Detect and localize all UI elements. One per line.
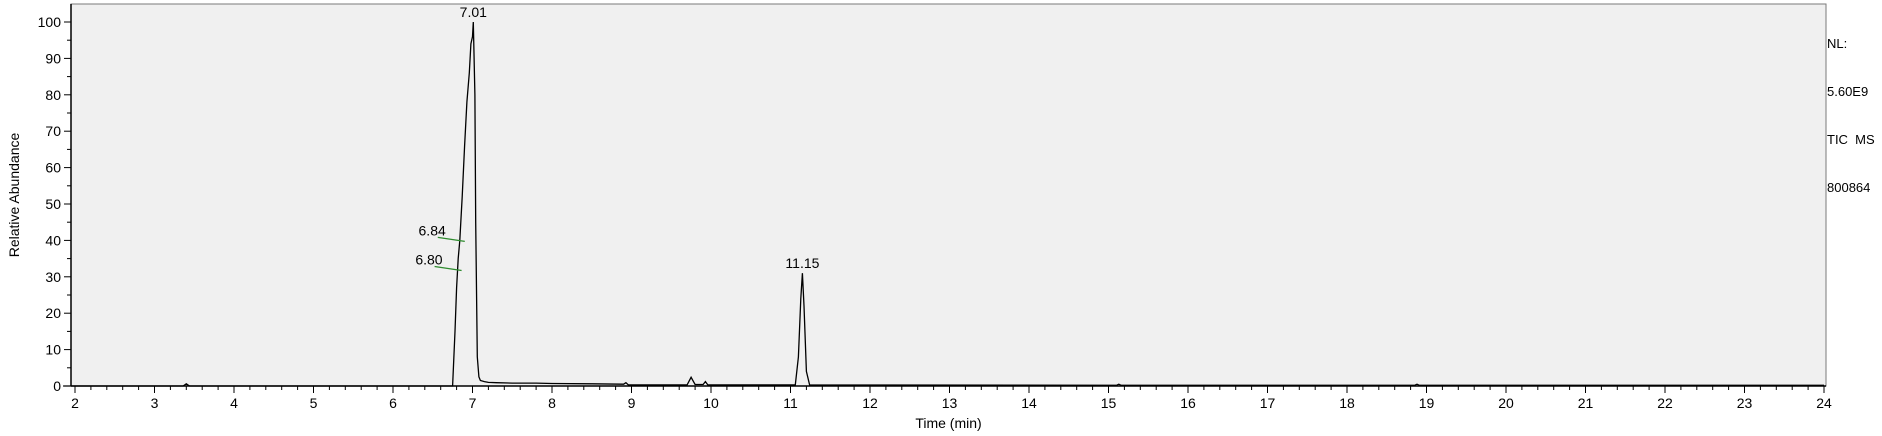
x-tick-label: 19 [1419,395,1435,411]
x-tick-label: 23 [1737,395,1753,411]
peak-label: 11.15 [785,255,819,271]
sample-id: 800864 [1827,180,1871,195]
nl-label: NL: [1827,36,1848,51]
y-tick-label: 20 [45,305,61,321]
x-tick-label: 7 [469,395,477,411]
normalization-info: NL: 5.60E9 TIC MS 800864 [1827,4,1875,212]
x-tick-label: 24 [1816,395,1832,411]
x-tick-label: 21 [1578,395,1594,411]
x-tick-label: 5 [310,395,318,411]
x-tick-label: 12 [862,395,878,411]
x-tick-label: 2 [71,395,79,411]
x-tick-label: 13 [942,395,958,411]
x-tick-label: 9 [628,395,636,411]
y-tick-label: 60 [45,160,61,176]
y-tick-label: 50 [45,196,61,212]
x-axis-title: Time (min) [915,415,981,431]
x-tick-label: 3 [151,395,159,411]
peak-label: 6.80 [415,252,442,268]
x-axis: 2 3 4 5 6 7 8 9 10 11 12 13 14 15 16 17 18 19 20 21 22 23 24 [71,385,1832,411]
nl-value: 5.60E9 [1827,84,1869,99]
x-tick-label: 22 [1657,395,1673,411]
x-tick-label: 15 [1101,395,1117,411]
peak-marker [434,265,462,272]
plot-area [70,3,1827,387]
y-tick-label: 100 [38,14,62,30]
y-axis-title: Relative Abundance [6,133,22,258]
peak-marker [437,236,465,242]
y-tick-label: 70 [45,123,61,139]
y-axis: 0 10 20 30 40 50 60 70 80 90 100 [38,4,72,394]
x-tick-label: 16 [1180,395,1196,411]
peak-label: 7.01 [460,4,487,20]
y-tick-label: 30 [45,269,61,285]
peak-labels: 7.01 11.15 6.84 6.80 [415,4,819,271]
y-tick-label: 0 [53,378,61,394]
y-tick-label: 40 [45,232,61,248]
x-tick-label: 4 [230,395,238,411]
peak-label: 6.84 [419,222,446,238]
x-tick-label: 11 [783,395,798,411]
x-tick-label: 6 [389,395,397,411]
trace-type: TIC MS [1827,132,1875,147]
chromatogram-trace [63,21,1824,387]
x-tick-label: 17 [1260,395,1276,411]
y-tick-label: 10 [45,342,61,358]
y-tick-label: 80 [45,87,61,103]
x-tick-label: 14 [1021,395,1037,411]
x-tick-label: 18 [1339,395,1355,411]
x-tick-label: 20 [1498,395,1514,411]
x-tick-label: 10 [703,395,719,411]
y-tick-label: 90 [45,50,61,66]
x-tick-label: 8 [548,395,556,411]
